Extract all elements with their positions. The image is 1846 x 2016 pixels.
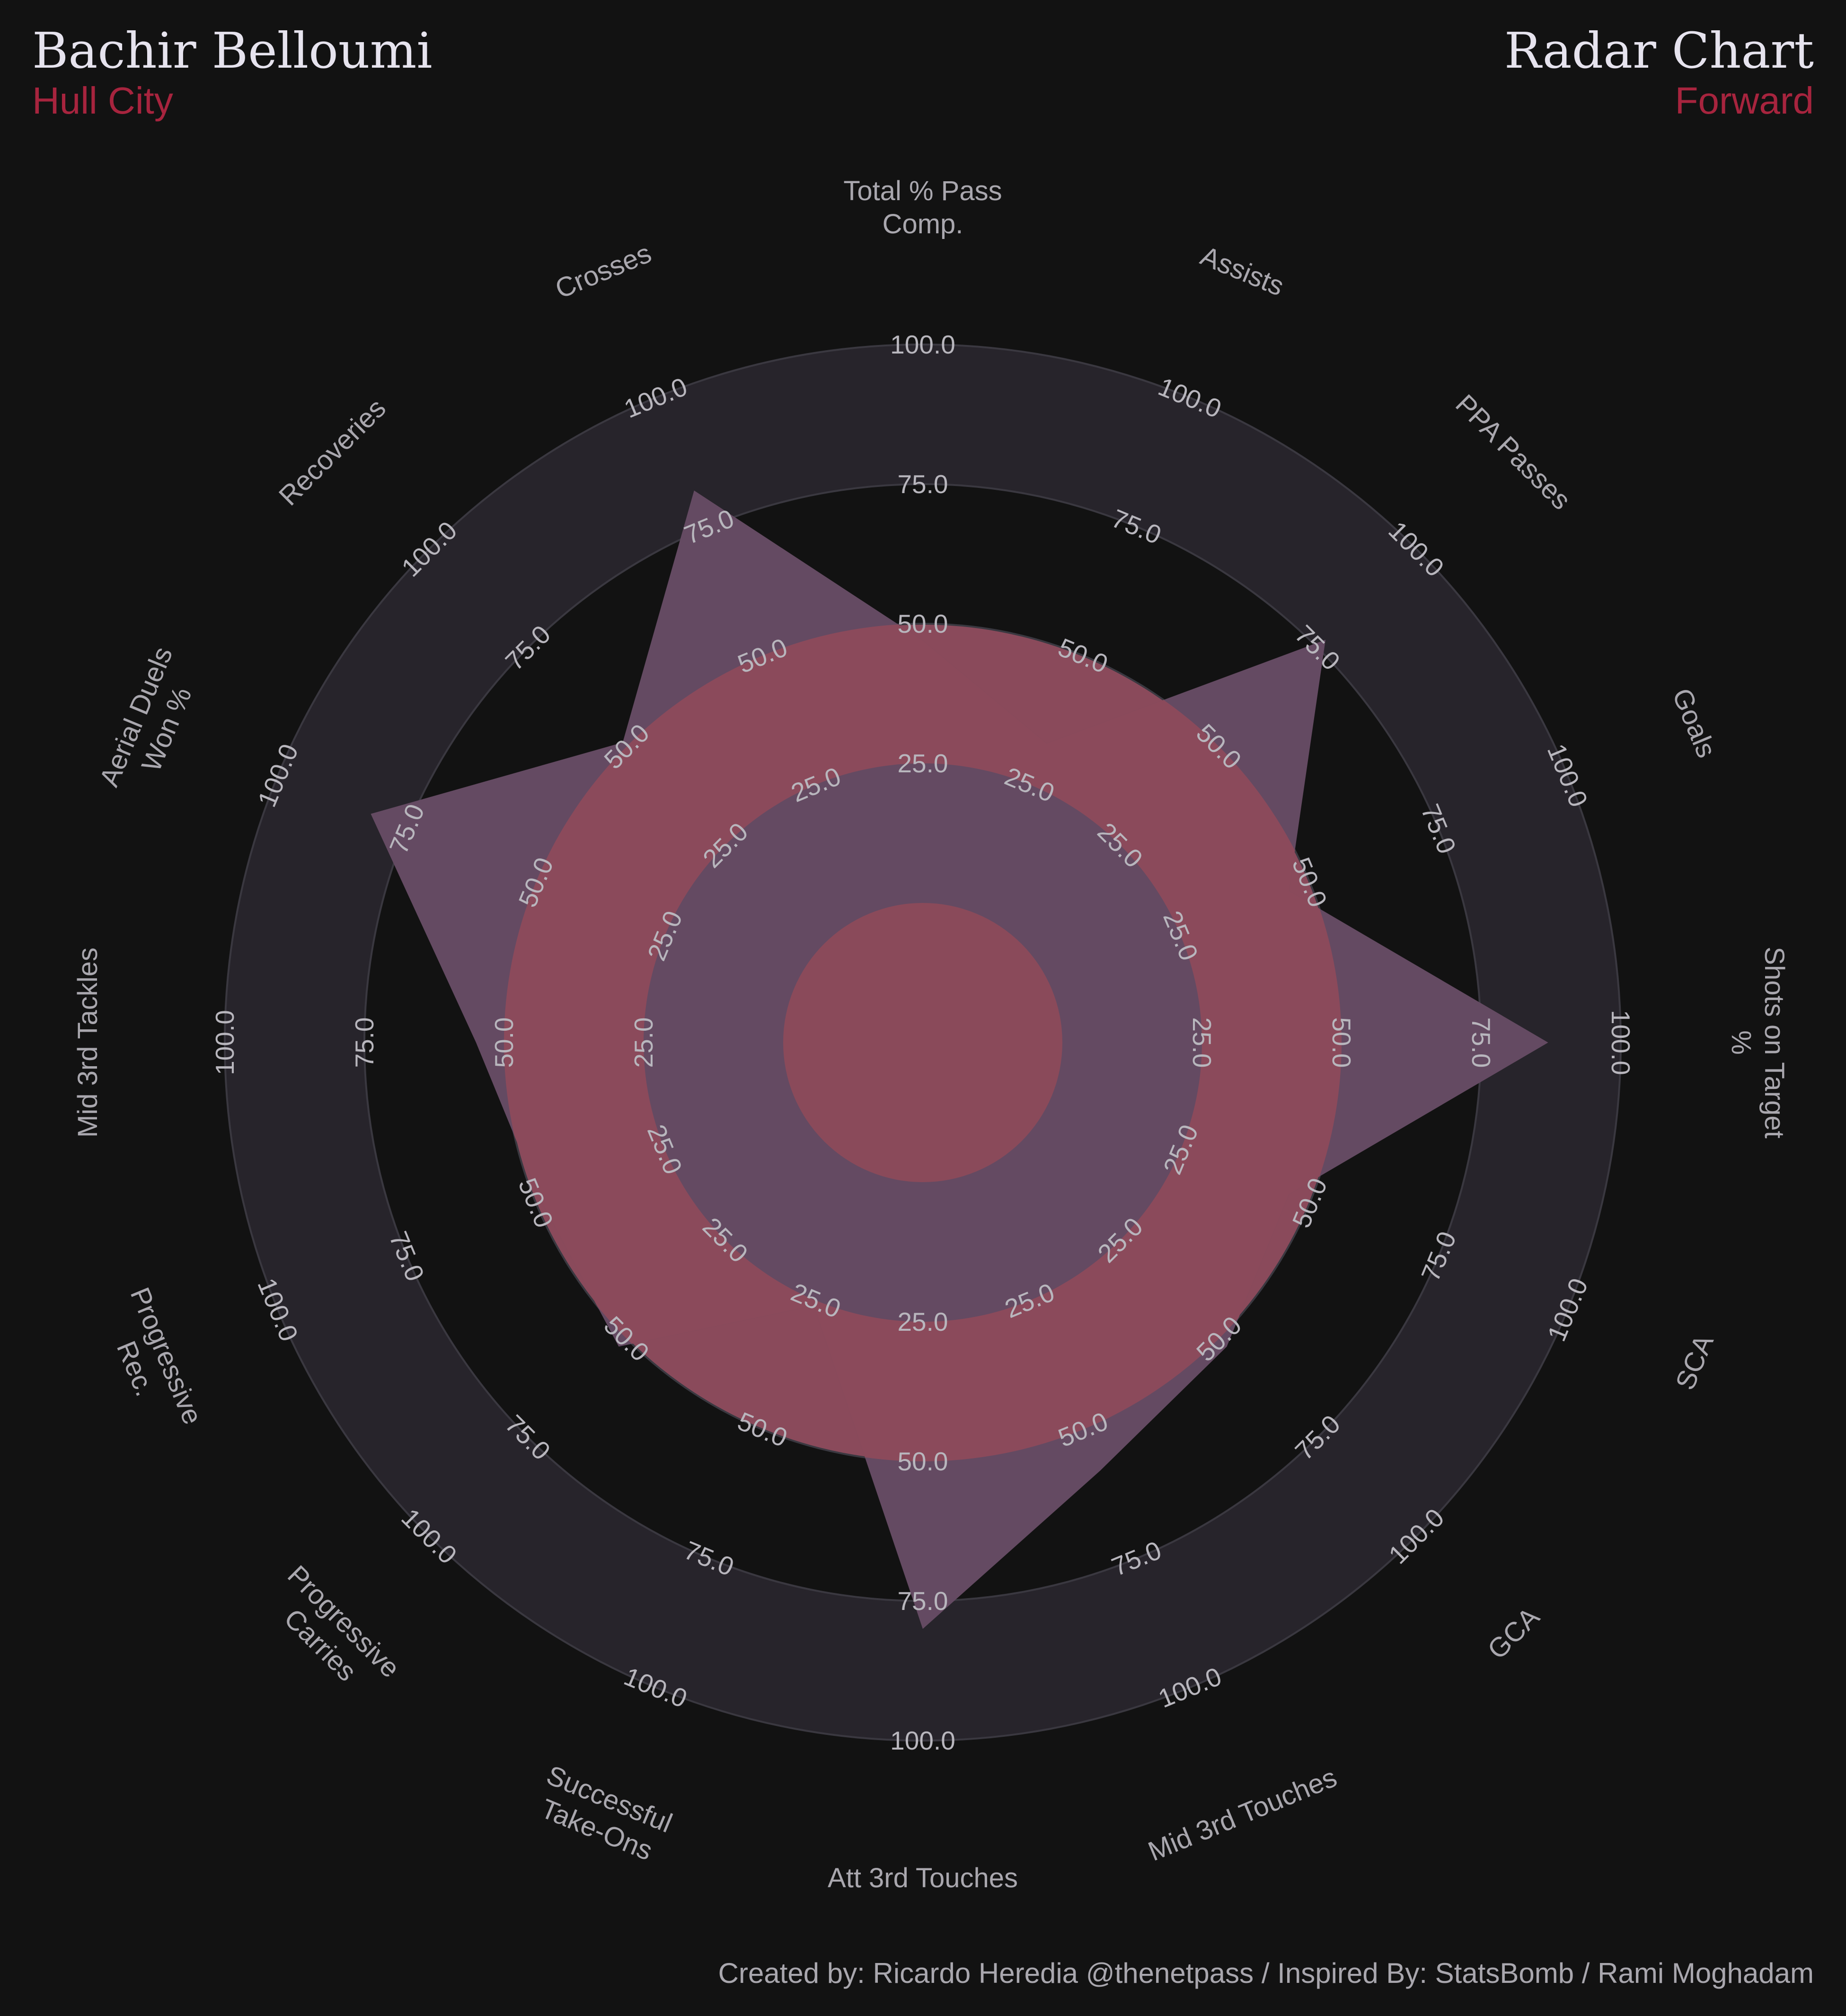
tick-label: 100.0	[890, 330, 955, 359]
param-label: Att 3rd Touches	[828, 1863, 1018, 1893]
tick-label: 75.0	[1466, 1017, 1496, 1068]
team-name: Hull City	[32, 80, 173, 122]
radar-area-band	[783, 903, 1062, 1182]
tick-label: 25.0	[629, 1017, 658, 1068]
param-label: Total % Pass Comp.	[843, 176, 1002, 239]
param-label: Mid 3rd Tackles	[72, 947, 103, 1138]
tick-label: 75.0	[350, 1017, 379, 1068]
tick-label: 50.0	[489, 1017, 519, 1068]
tick-label: 25.0	[1187, 1017, 1217, 1068]
tick-label: 25.0	[897, 749, 948, 778]
tick-label: 50.0	[897, 609, 948, 638]
tick-label: 100.0	[210, 1010, 239, 1075]
tick-label: 50.0	[1327, 1017, 1356, 1068]
credit-footer: Created by: Ricardo Heredia @thenetpass …	[718, 1957, 1814, 1989]
player-position: Forward	[1675, 80, 1814, 122]
tick-label: 100.0	[1606, 1010, 1635, 1075]
chart-title: Radar Chart	[1504, 22, 1814, 80]
tick-label: 100.0	[890, 1726, 955, 1755]
tick-label: 50.0	[897, 1447, 948, 1476]
tick-label: 75.0	[897, 469, 948, 499]
param-label: Shots on Target%	[1726, 946, 1790, 1138]
tick-label: 75.0	[897, 1586, 948, 1616]
player-name: Bachir Belloumi	[32, 22, 433, 80]
tick-label: 25.0	[897, 1307, 948, 1336]
